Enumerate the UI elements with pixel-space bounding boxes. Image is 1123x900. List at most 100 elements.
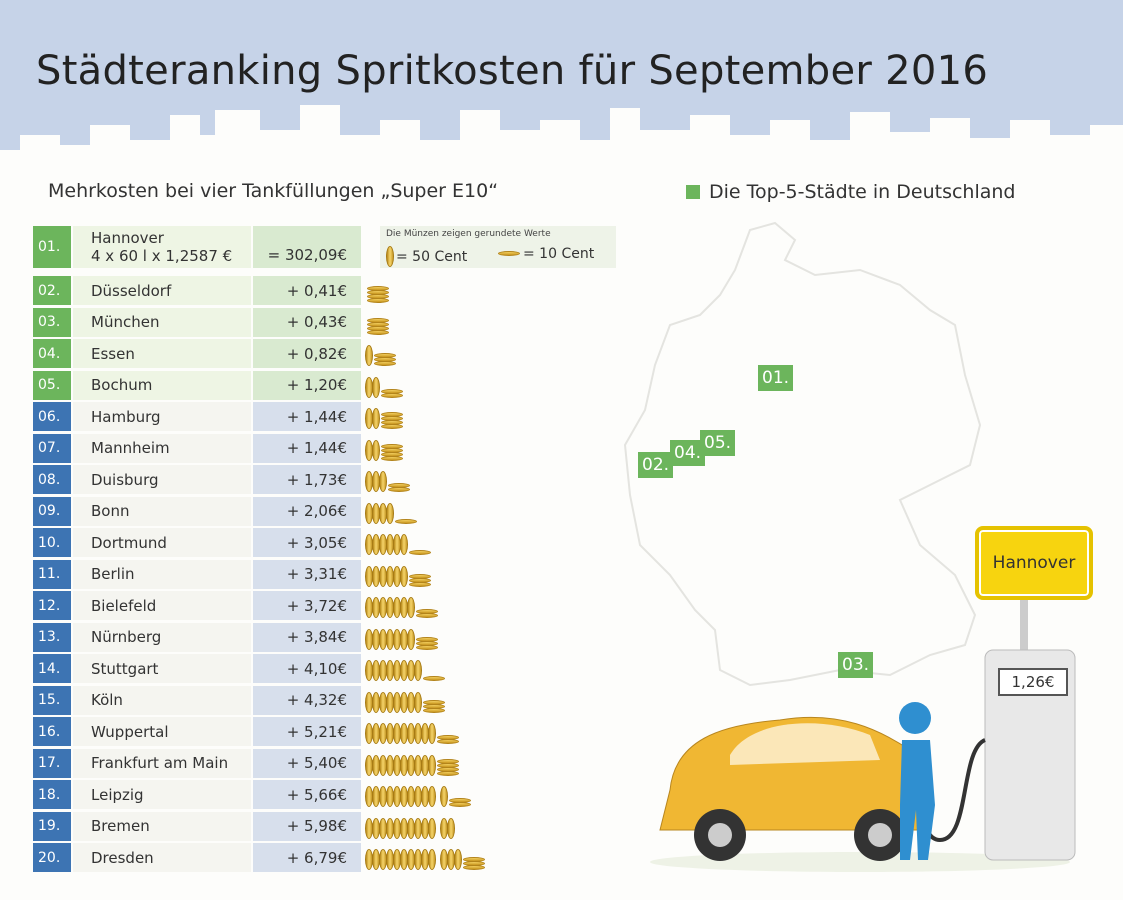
50-cent-coin <box>379 471 387 492</box>
city-name: Mannheim <box>91 439 170 457</box>
city-name: Wuppertal <box>91 722 169 741</box>
50-cent-coin <box>428 817 436 839</box>
city-cell: Wuppertal <box>73 717 251 746</box>
cost-value: + 4,32€ <box>253 685 361 715</box>
rank-badge: 03. <box>33 307 71 337</box>
map-marker-04: 04. <box>670 440 706 466</box>
10-cent-coin <box>395 518 417 524</box>
table-row: 03. München + 0,43€ <box>33 307 389 337</box>
table-row: 01. Hannover 4 x 60 l x 1,2587 € = 302,09… <box>33 226 363 268</box>
table-row: 19. Bremen + 5,98€ <box>33 811 455 841</box>
city-name: Hamburg <box>91 407 161 426</box>
table-row: 10. Dortmund + 3,05€ <box>33 528 431 557</box>
cost-value: + 0,82€ <box>253 339 361 368</box>
coin-bar <box>365 846 485 870</box>
coin-bar <box>365 720 459 744</box>
10-cent-coin <box>449 802 471 807</box>
page-title: Städteranking Spritkosten für September … <box>36 48 989 94</box>
10-cent-coin-stack <box>423 699 445 713</box>
10-cent-coin <box>374 361 396 366</box>
coin-bar <box>365 311 389 335</box>
city-name: Bonn <box>91 502 130 520</box>
table-row: 20. Dresden + 6,79€ <box>33 843 485 872</box>
10-cent-coin-stack <box>416 636 438 650</box>
10-cent-coin-stack <box>388 483 410 492</box>
cost-value: + 3,05€ <box>253 528 361 557</box>
10-cent-coin-stack <box>437 758 459 776</box>
map-marker-05: 05. <box>700 430 736 456</box>
coin-bar <box>365 689 445 713</box>
rank-badge: 06. <box>33 402 71 431</box>
city-name: München <box>91 313 160 331</box>
table-row: 13. Nürnberg + 3,84€ <box>33 622 438 652</box>
50-cent-coin <box>454 849 462 870</box>
rank-badge: 15. <box>33 685 71 715</box>
10-cent-coin <box>381 424 403 429</box>
10-cent-coin <box>367 298 389 303</box>
city-name: Frankfurt am Main <box>91 754 229 772</box>
10-cent-coin-stack <box>437 735 459 744</box>
city-cell: Duisburg <box>73 465 251 494</box>
50-cent-coin <box>407 597 415 618</box>
city-name: Bochum <box>91 376 153 394</box>
fuel-pump <box>984 649 1076 861</box>
green-square-icon <box>686 185 700 199</box>
city-name: Hannover <box>91 229 164 247</box>
10-cent-coin-stack <box>381 388 403 398</box>
city-cell: Düsseldorf <box>73 276 251 305</box>
rank-badge: 18. <box>33 780 71 809</box>
city-name: Essen <box>91 344 135 363</box>
coin-bar <box>365 657 445 681</box>
10-cent-coin-stack <box>409 573 431 587</box>
city-cell: Dresden <box>73 843 251 872</box>
coin-bar <box>365 374 403 398</box>
city-cell: Hannover 4 x 60 l x 1,2587 € <box>73 226 251 268</box>
city-cell: Nürnberg <box>73 622 251 652</box>
cost-value: + 5,66€ <box>253 780 361 809</box>
city-cell: Bochum <box>73 370 251 400</box>
city-cell: Mannheim <box>73 433 251 463</box>
rank-badge: 07. <box>33 433 71 463</box>
cost-value: + 4,10€ <box>253 654 361 683</box>
50-cent-coin <box>440 786 448 807</box>
pump-price-display: 1,26€ <box>998 668 1068 696</box>
city-name: Düsseldorf <box>91 281 172 300</box>
city-cell: Bremen <box>73 811 251 841</box>
rank-badge: 08. <box>33 465 71 494</box>
10-cent-coin <box>437 739 459 744</box>
table-row: 09. Bonn + 2,06€ <box>33 496 417 526</box>
coin-bar <box>365 468 410 492</box>
50-cent-coin <box>414 660 422 681</box>
table-row: 06. Hamburg + 1,44€ <box>33 402 403 431</box>
50-cent-coin <box>400 565 408 587</box>
10-cent-coin-stack <box>423 676 445 681</box>
cost-value: + 1,73€ <box>253 465 361 494</box>
table-row: 17. Frankfurt am Main + 5,40€ <box>33 748 459 778</box>
cost-value: + 0,43€ <box>253 307 361 337</box>
rank-badge: 05. <box>33 370 71 400</box>
coin-bar <box>365 437 403 461</box>
rank-badge: 17. <box>33 748 71 778</box>
sign-post <box>1020 600 1028 660</box>
table-row: 02. Düsseldorf + 0,41€ <box>33 276 389 305</box>
calculation: 4 x 60 l x 1,2587 € <box>91 247 233 265</box>
city-name: Dortmund <box>91 533 167 552</box>
table-row: 07. Mannheim + 1,44€ <box>33 433 403 463</box>
top5-legend: Die Top-5-Städte in Deutschland <box>686 181 1015 203</box>
car-window <box>730 723 880 765</box>
50-cent-coin <box>372 439 380 461</box>
person-head <box>899 702 931 734</box>
10-cent-coin-stack <box>416 609 438 618</box>
rank-badge: 01. <box>33 226 71 268</box>
city-name: Nürnberg <box>91 628 162 646</box>
cost-value: + 3,84€ <box>253 622 361 652</box>
small-coin-label: = 10 Cent <box>523 246 595 262</box>
rank-badge: 20. <box>33 843 71 872</box>
city-cell: Stuttgart <box>73 654 251 683</box>
map-marker-02: 02. <box>638 452 674 478</box>
50-cent-coin <box>428 723 436 744</box>
rank-badge: 02. <box>33 276 71 305</box>
coin-bar <box>365 626 438 650</box>
city-name: Leipzig <box>91 785 144 804</box>
person-body <box>900 740 935 860</box>
